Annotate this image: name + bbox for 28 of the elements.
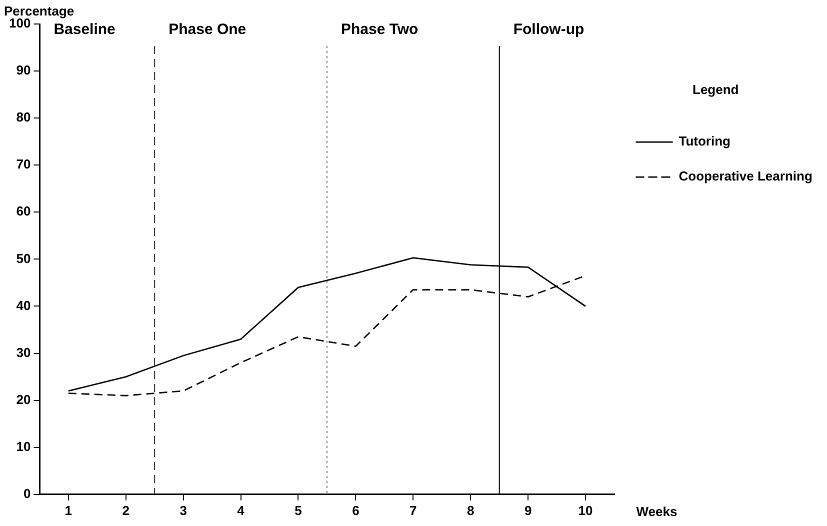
y-tick-label: 0 — [23, 486, 31, 501]
x-tick-label: 9 — [524, 502, 532, 518]
legend-title: Legend — [692, 82, 739, 98]
y-tick-label: 60 — [16, 204, 31, 219]
x-tick-label: 5 — [294, 502, 302, 518]
x-tick-label: 6 — [352, 502, 360, 518]
legend-label: Tutoring — [678, 134, 731, 149]
x-axis-title: Weeks — [636, 504, 678, 519]
annotation: Phase One — [168, 21, 246, 38]
y-tick-label: 50 — [16, 250, 31, 266]
x-tick-label: 8 — [466, 502, 474, 518]
y-tick-label: 70 — [16, 156, 31, 172]
legend-label: Cooperative Learning — [678, 168, 812, 184]
x-tick-label: 10 — [578, 502, 593, 518]
x-tick-label: 3 — [180, 502, 187, 518]
annotation: Baseline — [54, 21, 116, 38]
y-tick-label: 10 — [16, 438, 31, 454]
y-tick-label: 90 — [16, 62, 31, 78]
x-tick-label: 1 — [64, 502, 72, 518]
annotation: Follow-up — [513, 21, 584, 38]
annotation: Phase Two — [340, 21, 418, 38]
y-tick-label: 80 — [16, 110, 31, 125]
x-tick-label: 4 — [237, 502, 246, 518]
x-tick-label: 7 — [410, 502, 417, 518]
y-tick-label: 40 — [16, 298, 31, 313]
x-tick-label: 2 — [122, 502, 130, 518]
y-tick-label: 20 — [16, 392, 31, 407]
y-tick-label: 30 — [16, 344, 31, 360]
